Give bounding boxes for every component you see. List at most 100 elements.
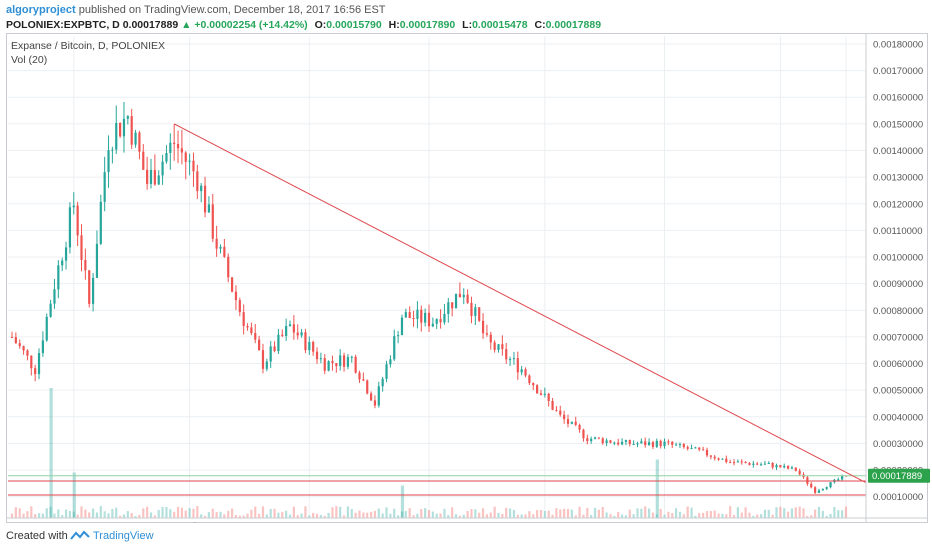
candle-body: [339, 355, 342, 367]
volume-bar: [269, 508, 272, 518]
candle-body: [45, 316, 48, 341]
candle-body: [485, 333, 489, 335]
tradingview-link[interactable]: TradingView: [93, 530, 154, 542]
candle-body: [586, 438, 589, 442]
volume-bar: [385, 507, 388, 518]
candle-body: [234, 291, 238, 301]
y-tick-label: 0.00010000: [873, 492, 923, 503]
candle-body: [702, 449, 705, 451]
volume-bar: [281, 512, 284, 518]
candle-body: [651, 442, 655, 447]
volume-bar: [682, 514, 685, 518]
candle-body: [578, 424, 581, 430]
candle-body: [559, 410, 562, 415]
open-label: O:: [314, 19, 327, 31]
candle-body: [497, 344, 500, 350]
candle-body: [551, 400, 554, 410]
legend-title: Expanse / Bitcoin, D, POLONIEX: [11, 40, 166, 52]
author-link[interactable]: algoryproject: [6, 4, 76, 16]
volume-bar: [632, 514, 635, 518]
volume-bar: [582, 514, 585, 518]
volume-bar: [153, 515, 156, 518]
candle-body: [215, 238, 218, 249]
candle-body: [196, 171, 199, 192]
candle-body: [254, 333, 257, 340]
candle-body: [76, 205, 79, 236]
volume-bar: [339, 506, 342, 518]
candle-body: [520, 369, 523, 373]
volume-bar: [393, 508, 396, 518]
candle-body: [779, 465, 782, 468]
candle-body: [30, 355, 33, 369]
candle-body: [327, 361, 330, 371]
volume-bar: [323, 515, 326, 518]
candle-body: [207, 204, 211, 213]
volume-bar: [242, 515, 245, 518]
volume-bar: [732, 514, 736, 518]
volume-bar: [466, 511, 469, 518]
volume-bar: [566, 508, 570, 518]
candle-body: [717, 458, 720, 460]
volume-bar: [115, 507, 118, 518]
close-value: 0.00017889: [545, 19, 602, 31]
candle-body: [230, 277, 234, 292]
candle-body: [342, 355, 346, 367]
candle-body: [536, 385, 539, 394]
candle-body: [732, 462, 736, 464]
candle-body: [26, 350, 29, 356]
volume-bar: [111, 509, 114, 518]
candle-body: [763, 463, 767, 465]
candle-body: [200, 185, 203, 192]
volume-bar: [721, 513, 724, 518]
y-tick-label: 0.00090000: [873, 279, 923, 290]
volume-bar: [57, 509, 60, 518]
volume-bar: [624, 515, 628, 518]
volume-bar: [18, 508, 21, 518]
volume-bar: [806, 515, 809, 518]
candle-body: [582, 429, 585, 439]
candle-body: [203, 185, 207, 213]
volume-bar: [574, 515, 577, 518]
volume-bar: [651, 512, 655, 518]
candle-body: [381, 378, 384, 387]
volume-bar: [470, 509, 473, 518]
candle-body: [609, 440, 612, 443]
candle-body: [211, 204, 214, 239]
volume-bar: [802, 508, 805, 518]
legend-volume: Vol (20): [11, 54, 48, 66]
volume-bar: [223, 514, 226, 518]
volume-bar: [250, 509, 253, 518]
candle-body: [323, 358, 326, 371]
volume-bar: [64, 509, 68, 518]
candle-body: [285, 325, 288, 336]
volume-bar: [790, 508, 794, 518]
candle-body: [41, 340, 44, 354]
volume-bar: [528, 511, 531, 518]
publish-text: published on TradingView.com, December 1…: [78, 4, 386, 16]
volume-bar: [126, 511, 129, 518]
candle-body: [841, 475, 844, 480]
volume-bar: [644, 506, 647, 518]
volume-bar: [678, 511, 682, 518]
volume-bar: [825, 515, 828, 518]
volume-bar: [346, 506, 350, 518]
volume-bar: [373, 510, 377, 518]
volume-bar: [273, 508, 276, 518]
low-label: L:: [462, 19, 473, 31]
volume-bar: [786, 511, 790, 518]
y-tick-label: 0.00140000: [873, 146, 923, 157]
chart-frame[interactable]: [6, 33, 928, 523]
candle-body: [242, 312, 245, 327]
candle-body: [590, 438, 593, 442]
candle-body: [273, 346, 276, 352]
candle-body: [95, 243, 99, 278]
y-tick-label: 0.00030000: [873, 439, 923, 450]
volume-bar: [443, 508, 446, 518]
candle-body: [377, 386, 380, 406]
volume-bar: [95, 512, 99, 518]
volume-bar: [694, 515, 697, 518]
candle-body: [620, 441, 624, 445]
volume-bar: [752, 515, 755, 518]
candle-body: [814, 487, 817, 493]
